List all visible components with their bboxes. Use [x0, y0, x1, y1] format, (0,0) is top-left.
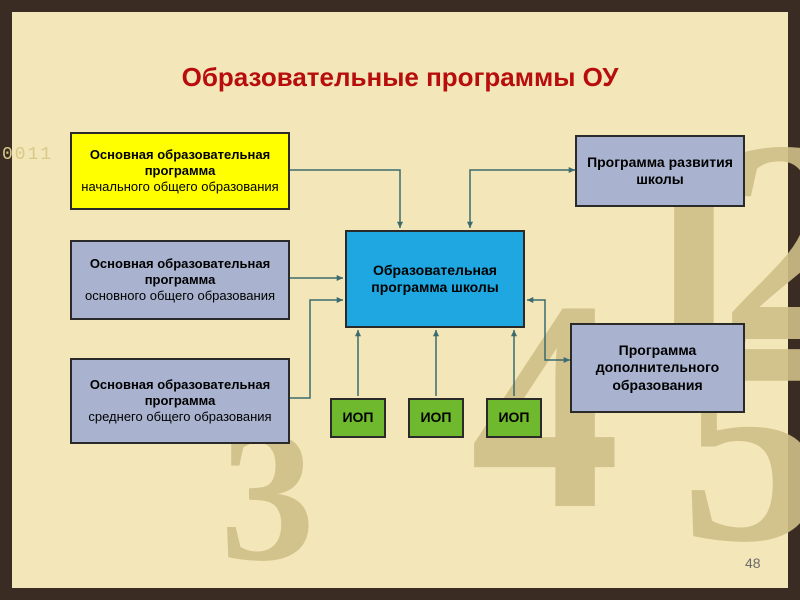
node-left1-bold: Основная образовательная программа	[80, 147, 280, 180]
node-left2-bold: Основная образовательная программа	[80, 256, 280, 289]
node-left3-bold: Основная образовательная программа	[80, 377, 280, 410]
node-right1-bold: Программа развития школы	[585, 154, 735, 189]
decorative-number: 3	[220, 430, 315, 563]
node-right2: Программа дополнительного образования	[570, 323, 745, 413]
node-left1-regular: начального общего образования	[81, 179, 278, 195]
node-left3-regular: среднего общего образования	[88, 409, 271, 425]
node-iop3-bold: ИОП	[498, 409, 529, 427]
node-left1: Основная образовательная программаначаль…	[70, 132, 290, 210]
node-center-bold: Образовательная программа школы	[355, 262, 515, 297]
node-right1: Программа развития школы	[575, 135, 745, 207]
node-center: Образовательная программа школы	[345, 230, 525, 328]
page-number: 48	[745, 555, 761, 571]
page-title: Образовательные программы ОУ	[0, 62, 800, 93]
node-right2-bold: Программа дополнительного образования	[580, 342, 735, 395]
node-left2: Основная образовательная программаосновн…	[70, 240, 290, 320]
node-iop2: ИОП	[408, 398, 464, 438]
node-iop1-bold: ИОП	[342, 409, 373, 427]
node-iop1: ИОП	[330, 398, 386, 438]
decorative-binary-text: 0011	[2, 145, 53, 165]
node-iop2-bold: ИОП	[420, 409, 451, 427]
node-left2-regular: основного общего образования	[85, 288, 275, 304]
node-left3: Основная образовательная программасредне…	[70, 358, 290, 444]
node-iop3: ИОП	[486, 398, 542, 438]
stage: 25143 0011 Образовательные программы ОУ …	[0, 0, 800, 600]
